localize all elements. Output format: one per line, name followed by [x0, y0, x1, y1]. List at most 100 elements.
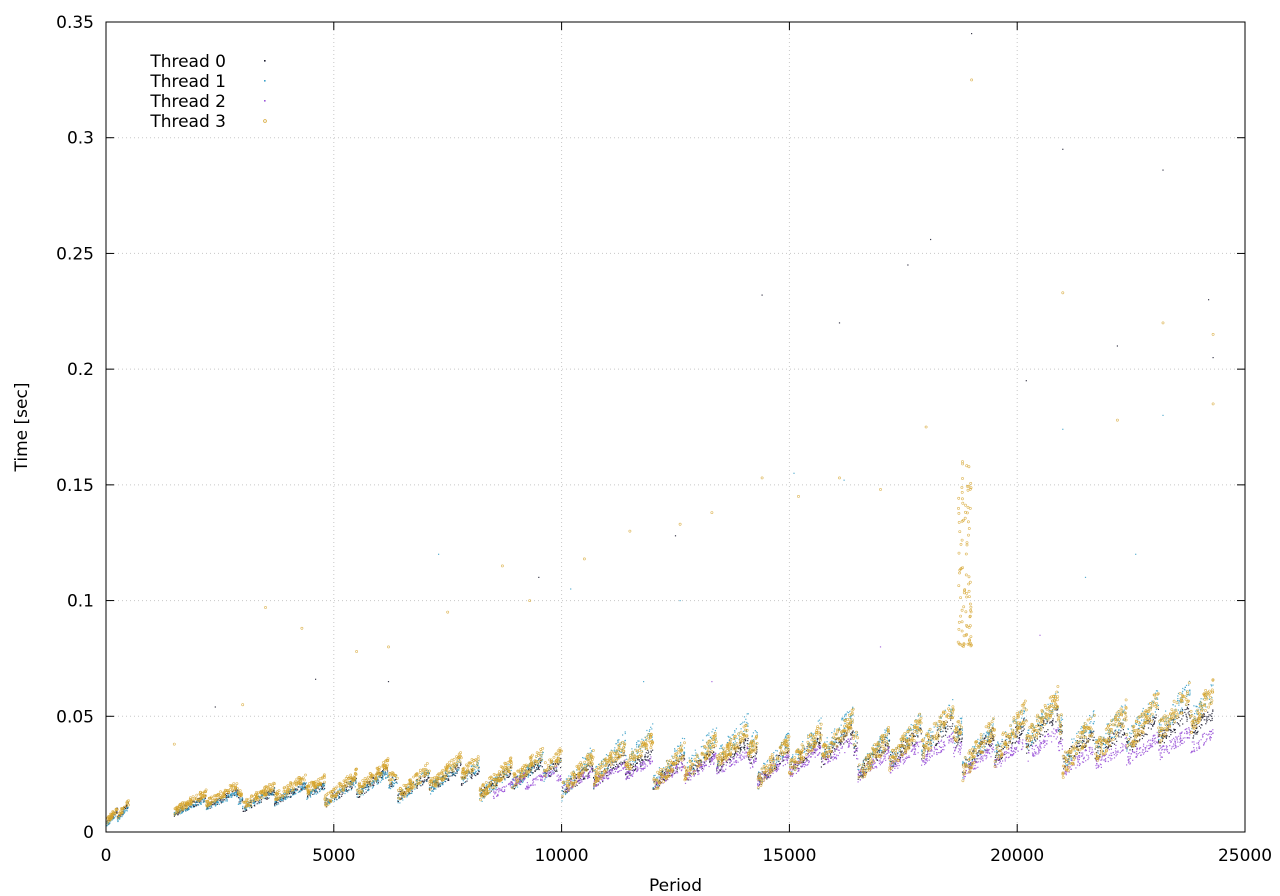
data-point — [1021, 726, 1023, 728]
data-point — [1009, 740, 1011, 742]
data-point — [751, 757, 753, 759]
data-point — [761, 294, 763, 296]
data-point — [320, 787, 322, 790]
data-point — [1058, 728, 1060, 730]
data-point — [890, 751, 892, 753]
data-point — [356, 793, 358, 795]
data-point — [429, 784, 431, 786]
data-point — [552, 763, 554, 765]
data-point — [594, 784, 596, 786]
data-point — [785, 747, 787, 749]
data-point — [761, 773, 763, 775]
data-point — [116, 819, 119, 821]
data-point — [729, 759, 731, 761]
data-point — [434, 779, 436, 781]
data-point — [855, 745, 857, 747]
data-point — [471, 770, 473, 772]
data-point — [826, 753, 828, 755]
data-point — [880, 755, 882, 757]
data-point — [1188, 704, 1190, 706]
data-point — [318, 791, 321, 793]
data-point — [764, 773, 766, 775]
data-point — [615, 743, 617, 745]
data-point — [465, 781, 467, 783]
data-point — [548, 770, 550, 772]
data-point — [746, 721, 748, 724]
data-point — [377, 779, 379, 781]
data-point — [1182, 709, 1184, 711]
data-point — [322, 784, 324, 786]
data-point — [1037, 723, 1039, 725]
data-point — [739, 752, 741, 754]
data-point — [441, 781, 443, 783]
data-point — [1061, 731, 1063, 733]
data-point — [337, 795, 339, 797]
data-point — [786, 737, 788, 739]
data-point — [339, 789, 341, 791]
data-point — [845, 714, 847, 716]
data-point — [1081, 745, 1083, 747]
data-point — [1206, 721, 1208, 723]
data-point — [620, 761, 622, 763]
data-point — [579, 770, 581, 772]
data-point — [1007, 744, 1010, 747]
data-point — [294, 792, 296, 794]
data-point — [993, 736, 995, 738]
data-point — [988, 739, 990, 741]
data-point — [508, 776, 510, 778]
data-point — [382, 778, 384, 780]
data-point — [1196, 723, 1198, 726]
data-point — [185, 809, 187, 811]
data-point — [512, 787, 514, 789]
data-point — [980, 742, 982, 744]
data-point — [309, 795, 311, 797]
data-point — [1046, 722, 1048, 724]
data-point — [549, 775, 551, 778]
data-point — [245, 809, 247, 811]
data-point — [797, 748, 799, 750]
data-point — [209, 807, 211, 809]
data-point — [658, 767, 660, 769]
data-point — [652, 788, 654, 790]
data-point — [604, 768, 606, 770]
data-point — [193, 804, 195, 806]
data-point — [380, 779, 383, 781]
data-point — [1131, 749, 1134, 751]
data-point — [601, 760, 603, 762]
data-point — [304, 786, 306, 788]
data-point — [835, 741, 837, 743]
data-point — [612, 767, 614, 769]
data-point — [743, 743, 745, 745]
data-point — [1014, 742, 1016, 744]
data-point — [907, 264, 909, 266]
data-point — [422, 782, 424, 784]
data-point — [436, 777, 438, 779]
data-point — [920, 727, 922, 729]
data-point — [311, 791, 313, 793]
data-point — [767, 776, 769, 778]
data-point — [1189, 717, 1191, 719]
data-point — [705, 735, 708, 737]
data-point — [365, 791, 367, 793]
data-point — [865, 771, 868, 774]
data-point — [623, 752, 625, 754]
data-point — [1176, 722, 1178, 724]
data-point — [1015, 719, 1017, 721]
data-point — [835, 748, 837, 750]
data-point — [624, 732, 626, 735]
data-point — [864, 771, 866, 773]
data-point — [634, 761, 636, 763]
data-point — [921, 758, 923, 760]
data-point — [347, 791, 349, 793]
data-point — [126, 810, 128, 812]
data-point — [1115, 729, 1117, 731]
data-point — [124, 808, 127, 810]
data-point — [1113, 743, 1116, 745]
data-point — [534, 770, 536, 772]
data-point — [1042, 716, 1044, 718]
data-point — [250, 801, 252, 803]
data-point — [1179, 725, 1181, 727]
data-point — [440, 776, 443, 778]
data-point — [1178, 716, 1180, 718]
data-point — [1159, 742, 1161, 744]
